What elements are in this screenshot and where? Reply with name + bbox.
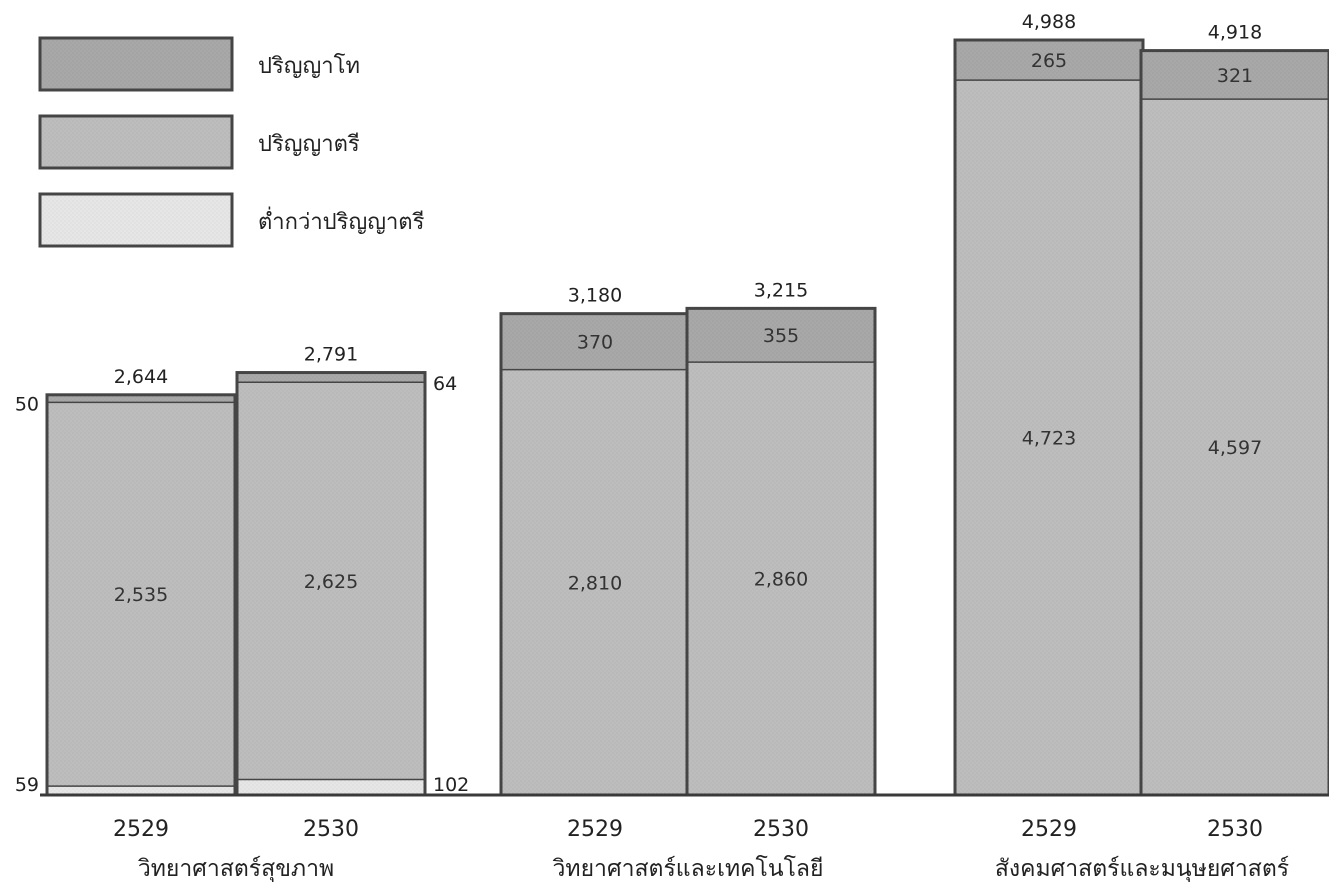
- master-value-label: 355: [763, 325, 799, 347]
- total-label: 2,644: [114, 366, 168, 388]
- bar-texture: [501, 313, 689, 795]
- bar-texture: [1141, 50, 1329, 795]
- master-value-label: 265: [1031, 50, 1067, 72]
- bar-texture: [687, 308, 875, 795]
- legend-swatch-texture: [40, 194, 232, 246]
- bar-texture: [47, 394, 235, 795]
- legend-swatch-texture: [40, 116, 232, 168]
- year-tick-label: 2529: [567, 817, 623, 842]
- master-value-label: 50: [15, 393, 39, 415]
- bachelor-value-label: 2,860: [754, 569, 808, 591]
- master-value-label: 370: [577, 332, 613, 354]
- total-label: 3,180: [568, 285, 622, 307]
- bar-texture: [955, 40, 1143, 795]
- year-tick-label: 2529: [1021, 817, 1077, 842]
- master-value-label: 321: [1217, 65, 1253, 87]
- bachelor-value-label: 2,535: [114, 584, 168, 606]
- legend-label-master: ปริญญาโท: [258, 53, 360, 79]
- year-tick-label: 2530: [1207, 817, 1263, 842]
- legend-label-below_bachelor: ต่ำกว่าปริญญาตรี: [258, 206, 425, 235]
- year-tick-label: 2529: [113, 817, 169, 842]
- total-label: 4,918: [1208, 22, 1262, 44]
- total-label: 4,988: [1022, 11, 1076, 33]
- master-value-label: 64: [433, 373, 457, 395]
- legend-swatch-texture: [40, 38, 232, 90]
- year-tick-label: 2530: [753, 817, 809, 842]
- bachelor-value-label: 2,625: [304, 571, 358, 593]
- year-tick-label: 2530: [303, 817, 359, 842]
- below-bachelor-value-label: 59: [15, 774, 39, 796]
- bar-texture: [237, 372, 425, 795]
- bachelor-value-label: 2,810: [568, 572, 622, 594]
- group-category-label: สังคมศาสตร์และมนุษยศาสตร์: [995, 855, 1289, 882]
- bachelor-value-label: 4,597: [1208, 437, 1262, 459]
- group-category-label: วิทยาศาสตร์สุขภาพ: [138, 855, 334, 882]
- group-category-label: วิทยาศาสตร์และเทคโนโลยี: [552, 855, 823, 882]
- labels-layer: 2,644 2,535 50 59 2529 2,791 2,625 64 102 2530 วิท…: [15, 11, 1289, 882]
- bars-layer: [45, 38, 1329, 797]
- below-bachelor-value-label: 102: [433, 774, 469, 796]
- total-label: 3,215: [754, 279, 808, 301]
- bachelor-value-label: 4,723: [1022, 428, 1076, 450]
- total-label: 2,791: [304, 344, 358, 366]
- legend-label-bachelor: ปริญญาตรี: [258, 132, 360, 157]
